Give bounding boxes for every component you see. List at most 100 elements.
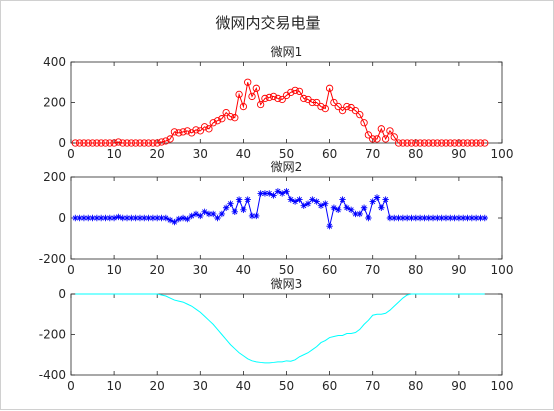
data-point xyxy=(369,198,376,205)
data-point xyxy=(123,214,131,222)
data-point xyxy=(403,214,411,222)
data-point xyxy=(477,214,484,222)
data-point xyxy=(197,212,204,220)
data-point xyxy=(274,188,282,195)
y-tick-label: 200 xyxy=(43,96,66,110)
data-point xyxy=(313,98,321,107)
data-point xyxy=(429,139,437,147)
x-tick-label: 0 xyxy=(67,147,75,161)
x-tick-label: 100 xyxy=(491,263,514,277)
data-point xyxy=(97,139,105,147)
data-point xyxy=(76,214,83,222)
x-tick-label: 10 xyxy=(106,263,121,277)
data-point xyxy=(365,214,372,222)
data-point xyxy=(377,125,385,133)
data-point xyxy=(136,214,144,222)
data-point xyxy=(472,214,480,222)
data-point xyxy=(214,214,221,222)
data-point xyxy=(101,139,110,147)
data-point xyxy=(468,139,476,147)
data-point xyxy=(446,139,454,147)
data-point xyxy=(447,214,454,222)
data-point xyxy=(300,202,307,209)
data-point xyxy=(140,139,148,147)
x-tick-label: 100 xyxy=(491,379,514,393)
data-point xyxy=(235,90,243,99)
data-point xyxy=(269,92,278,101)
data-point xyxy=(347,206,355,213)
x-tick-label: 60 xyxy=(322,379,337,393)
x-tick-label: 30 xyxy=(193,263,208,277)
data-point xyxy=(209,119,217,127)
data-point xyxy=(166,216,174,224)
data-point xyxy=(321,104,329,113)
data-point xyxy=(339,196,346,203)
data-point xyxy=(257,190,264,197)
data-point xyxy=(309,196,316,203)
subplot-1: 微网1 0 10 20 30 40 50 60 70 80 90 100 0 200 400 xyxy=(43,45,513,161)
data-point xyxy=(106,139,114,147)
data-point xyxy=(330,204,338,211)
x-tick-label: 100 xyxy=(491,147,514,161)
subplot-title: 微网3 xyxy=(271,277,303,291)
data-point xyxy=(110,139,118,147)
data-point xyxy=(295,87,304,96)
data-point xyxy=(175,129,183,137)
axes-box xyxy=(70,61,503,144)
data-point xyxy=(128,214,135,222)
data-point xyxy=(334,102,342,111)
data-point xyxy=(421,214,428,222)
y-tick-label: -200 xyxy=(39,328,66,342)
data-point xyxy=(403,139,411,147)
data-point xyxy=(201,208,208,216)
x-tick-label: 20 xyxy=(150,147,165,161)
data-point xyxy=(464,214,471,222)
data-point xyxy=(317,102,325,111)
data-point xyxy=(248,92,256,101)
data-point xyxy=(240,206,247,213)
data-point xyxy=(85,214,92,222)
data-point xyxy=(75,139,84,147)
y-tick-label: -400 xyxy=(39,368,66,382)
x-tick-label: 90 xyxy=(451,147,466,161)
x-tick-label: 10 xyxy=(106,147,121,161)
subplot-title: 微网1 xyxy=(271,45,303,59)
y-tick-label: 200 xyxy=(43,170,66,184)
data-point xyxy=(390,133,398,141)
data-point xyxy=(481,139,489,147)
data-point xyxy=(291,86,299,95)
data-point xyxy=(248,212,256,220)
x-tick-label: 30 xyxy=(193,379,208,393)
data-point xyxy=(283,188,290,195)
data-point xyxy=(226,113,235,121)
data-point xyxy=(407,139,416,147)
data-point xyxy=(455,214,463,222)
data-point xyxy=(261,190,269,197)
data-point xyxy=(468,214,476,222)
x-tick-label: 50 xyxy=(279,263,294,277)
data-point xyxy=(218,115,226,123)
x-tick-label: 40 xyxy=(236,147,251,161)
data-point xyxy=(231,208,238,216)
data-point xyxy=(450,139,459,147)
data-point xyxy=(351,106,360,115)
x-tick-label: 70 xyxy=(365,263,380,277)
data-point xyxy=(433,139,441,147)
data-point xyxy=(196,127,204,135)
x-tick-label: 40 xyxy=(236,263,251,277)
data-point xyxy=(141,214,148,222)
data-point xyxy=(442,139,450,147)
y-tick-label: 400 xyxy=(43,55,66,69)
data-point xyxy=(270,192,277,199)
data-point xyxy=(222,204,230,211)
data-point xyxy=(472,139,480,147)
data-point xyxy=(244,78,252,86)
data-point xyxy=(106,214,113,222)
data-point xyxy=(175,215,182,223)
data-point xyxy=(119,214,126,222)
data-point xyxy=(188,212,195,220)
data-point xyxy=(183,127,192,135)
data-point xyxy=(322,200,329,207)
